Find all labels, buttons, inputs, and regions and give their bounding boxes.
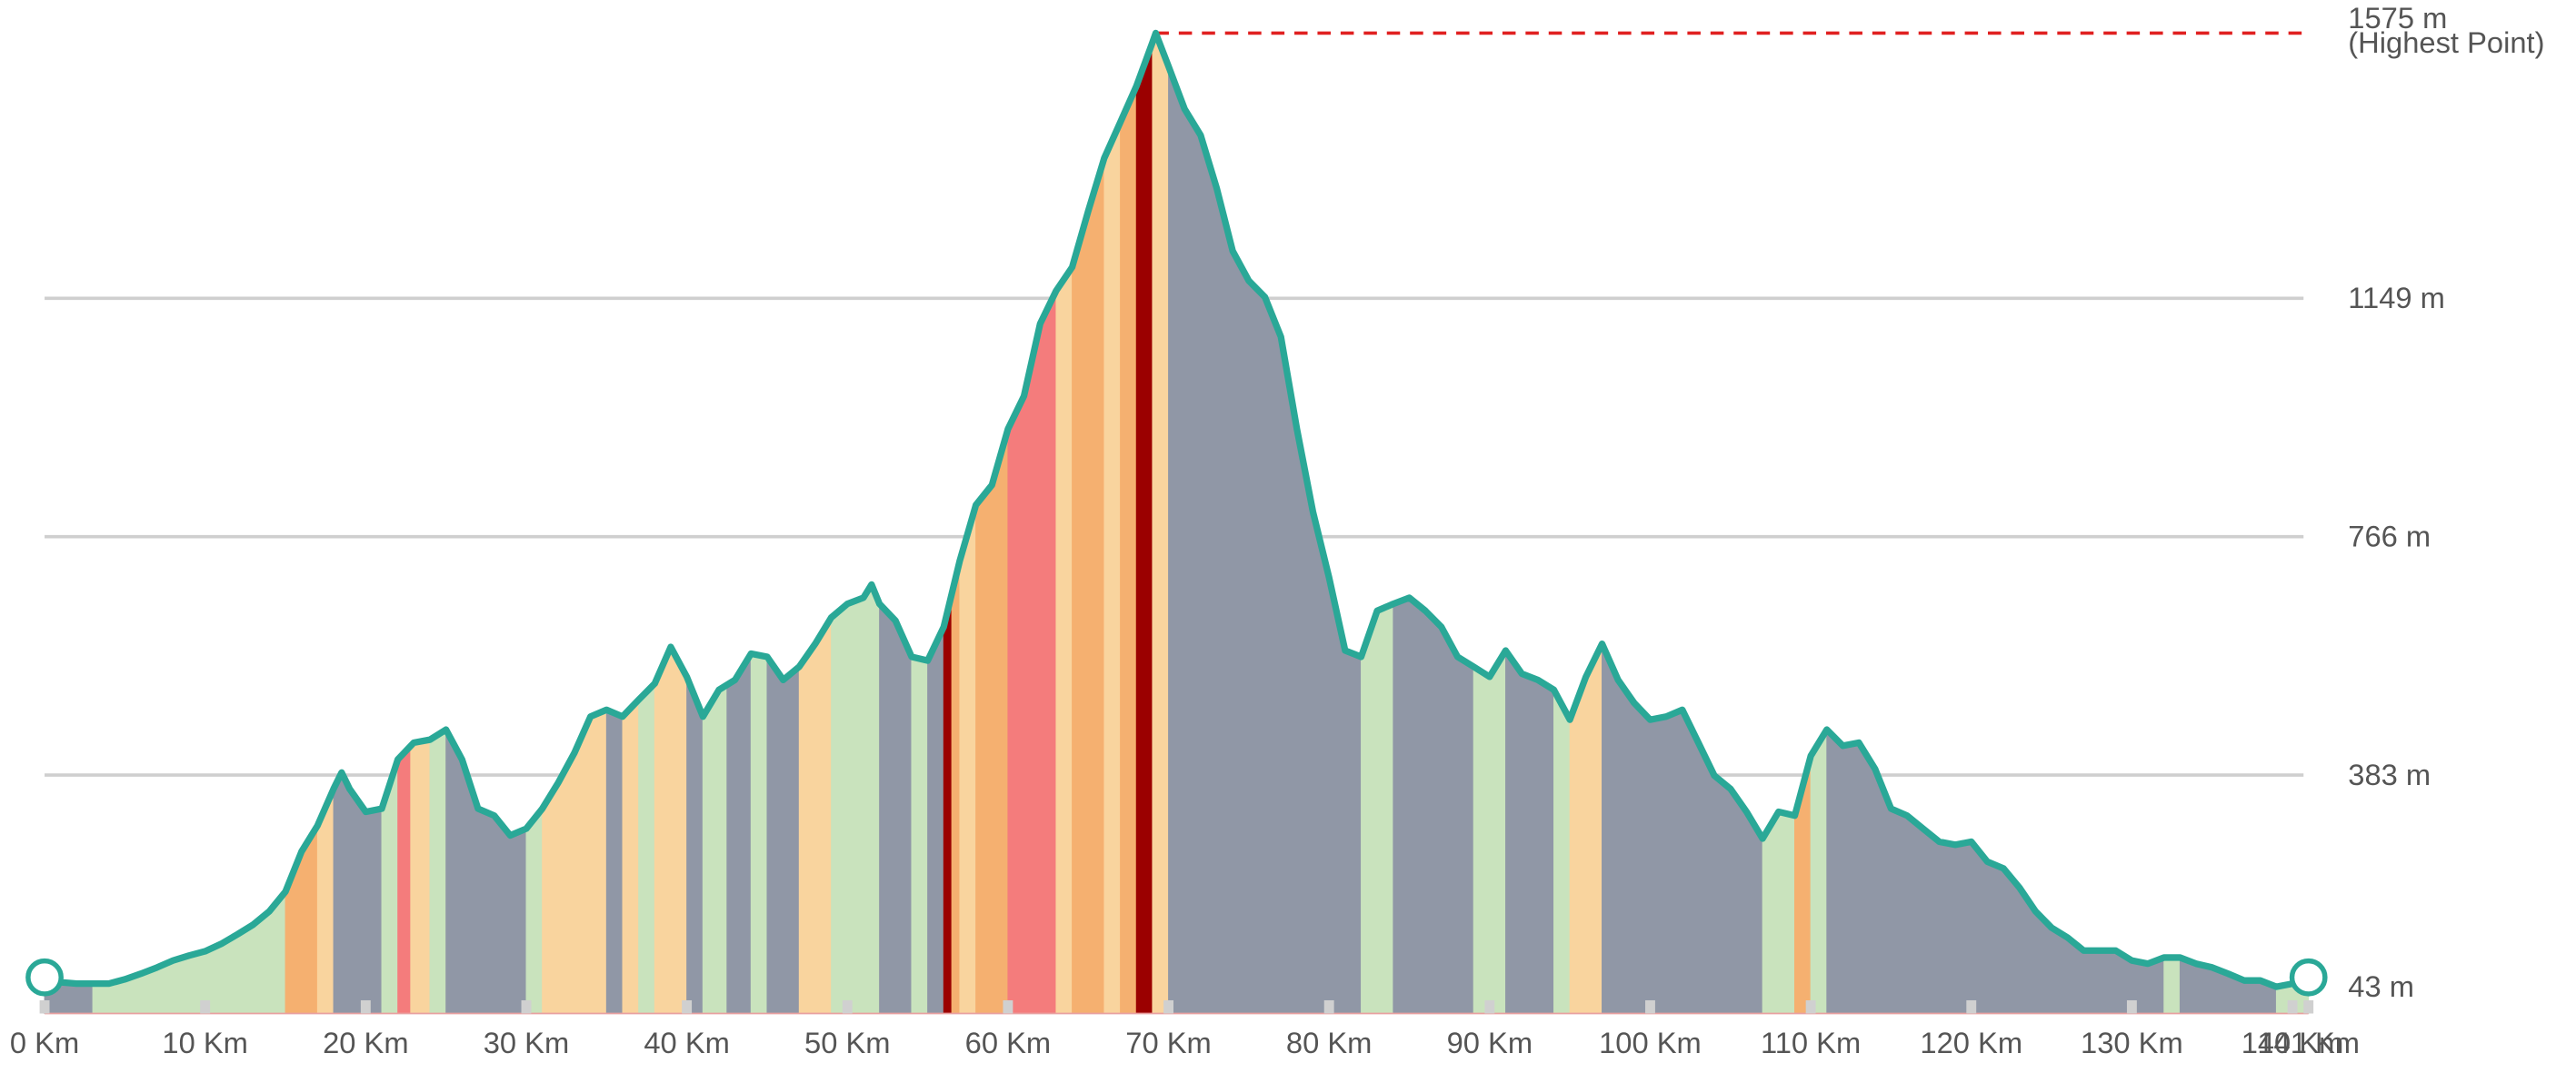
x-tick-mark [1645,999,1655,1014]
x-tick-mark [1805,999,1816,1014]
x-tick-mark [842,999,853,1014]
gradient-segment [1505,649,1554,1014]
x-tick-mark [1163,999,1173,1014]
x-tick-label: 80 Km [1286,1026,1372,1059]
gradient-segment [1473,649,1506,1014]
gradient-segment [750,652,768,1014]
gradient-segment [605,709,624,1014]
gradient-segment [726,651,752,1014]
gradient-segment [429,729,447,1014]
gradient-segment [1810,728,1828,1014]
x-tick-mark [2126,999,2137,1014]
gradient-segment [927,626,944,1014]
endpoint-marker [2289,958,2328,997]
gradient-segment [1007,290,1057,1014]
gradient-segment [1602,643,1763,1014]
gradient-segment [1103,122,1122,1014]
x-tick-label: 100 Km [1599,1026,1702,1059]
x-tick-label: 110 Km [1761,1026,1861,1059]
x-tick-label: 140 Km [2242,1026,2344,1059]
gradient-segment [397,745,412,1014]
y-tick-label: 43 m [2348,969,2414,1003]
gradient-segment [2163,957,2181,1014]
x-tick-label: 90 Km [1447,1026,1533,1059]
gradient-segment [654,645,688,1014]
gradient-segment [1072,157,1105,1014]
gradient-segment [445,729,527,1014]
gradient-segment [1553,690,1571,1014]
y-tick-label: 766 m [2348,520,2431,553]
gradient-segment [702,683,728,1014]
x-tick-label: 20 Km [323,1026,408,1059]
gradient-segment [1152,32,1169,1014]
y-tick-label: 383 m [2348,758,2431,791]
gradient-segment [1055,265,1073,1014]
gradient-segment [1135,42,1153,1014]
x-tick-label: 0 Km [10,1026,79,1059]
x-tick-mark [521,999,532,1014]
gradient-segment [959,504,977,1014]
x-tick-label: 70 Km [1125,1026,1211,1059]
gradient-segment [766,655,800,1014]
x-tick-mark [39,999,50,1014]
gradient-segment [798,616,833,1014]
x-tick-label: 50 Km [804,1026,890,1059]
x-tick-mark [1323,999,1334,1014]
y-tick-label: 1575 m [2348,1,2447,35]
x-tick-label: 130 Km [2081,1026,2183,1059]
x-tick-mark [360,999,371,1014]
x-tick-label: 60 Km [965,1026,1051,1059]
x-tick-mark [1003,999,1013,1014]
gradient-segment [525,807,544,1014]
peak-annotation: (Highest Point) [2348,25,2544,59]
gradient-segment [1762,811,1795,1014]
x-tick-mark [2287,999,2298,1014]
x-tick-mark [200,999,211,1014]
gradient-segment [410,739,431,1014]
x-tick-mark [1966,999,1977,1014]
y-tick-label: 1149 m [2348,281,2445,314]
x-tick-mark [1484,999,1495,1014]
endpoint-marker [25,958,64,997]
x-tick-label: 120 Km [1920,1026,2022,1059]
x-tick-mark [682,999,693,1014]
gradient-segment [638,682,655,1014]
x-tick-label: 10 Km [162,1026,247,1059]
x-tick-mark [2303,999,2314,1014]
gradient-segment [911,656,929,1014]
gradient-segment [686,676,704,1014]
gradient-segment [975,429,1009,1014]
gradient-segment [1361,603,1394,1014]
gradient-segment [622,699,640,1014]
x-tick-label: 30 Km [484,1026,569,1059]
x-tick-label: 141 Km [2257,1026,2360,1059]
x-tick-label: 40 Km [644,1026,729,1059]
gradient-segment [951,561,961,1014]
gradient-segment [1168,65,1362,1014]
gradient-segment [831,583,881,1014]
gradient-segment [879,602,913,1014]
gradient-segment [943,593,953,1014]
elevation-line [43,29,2311,990]
gradient-segment [1120,85,1137,1014]
